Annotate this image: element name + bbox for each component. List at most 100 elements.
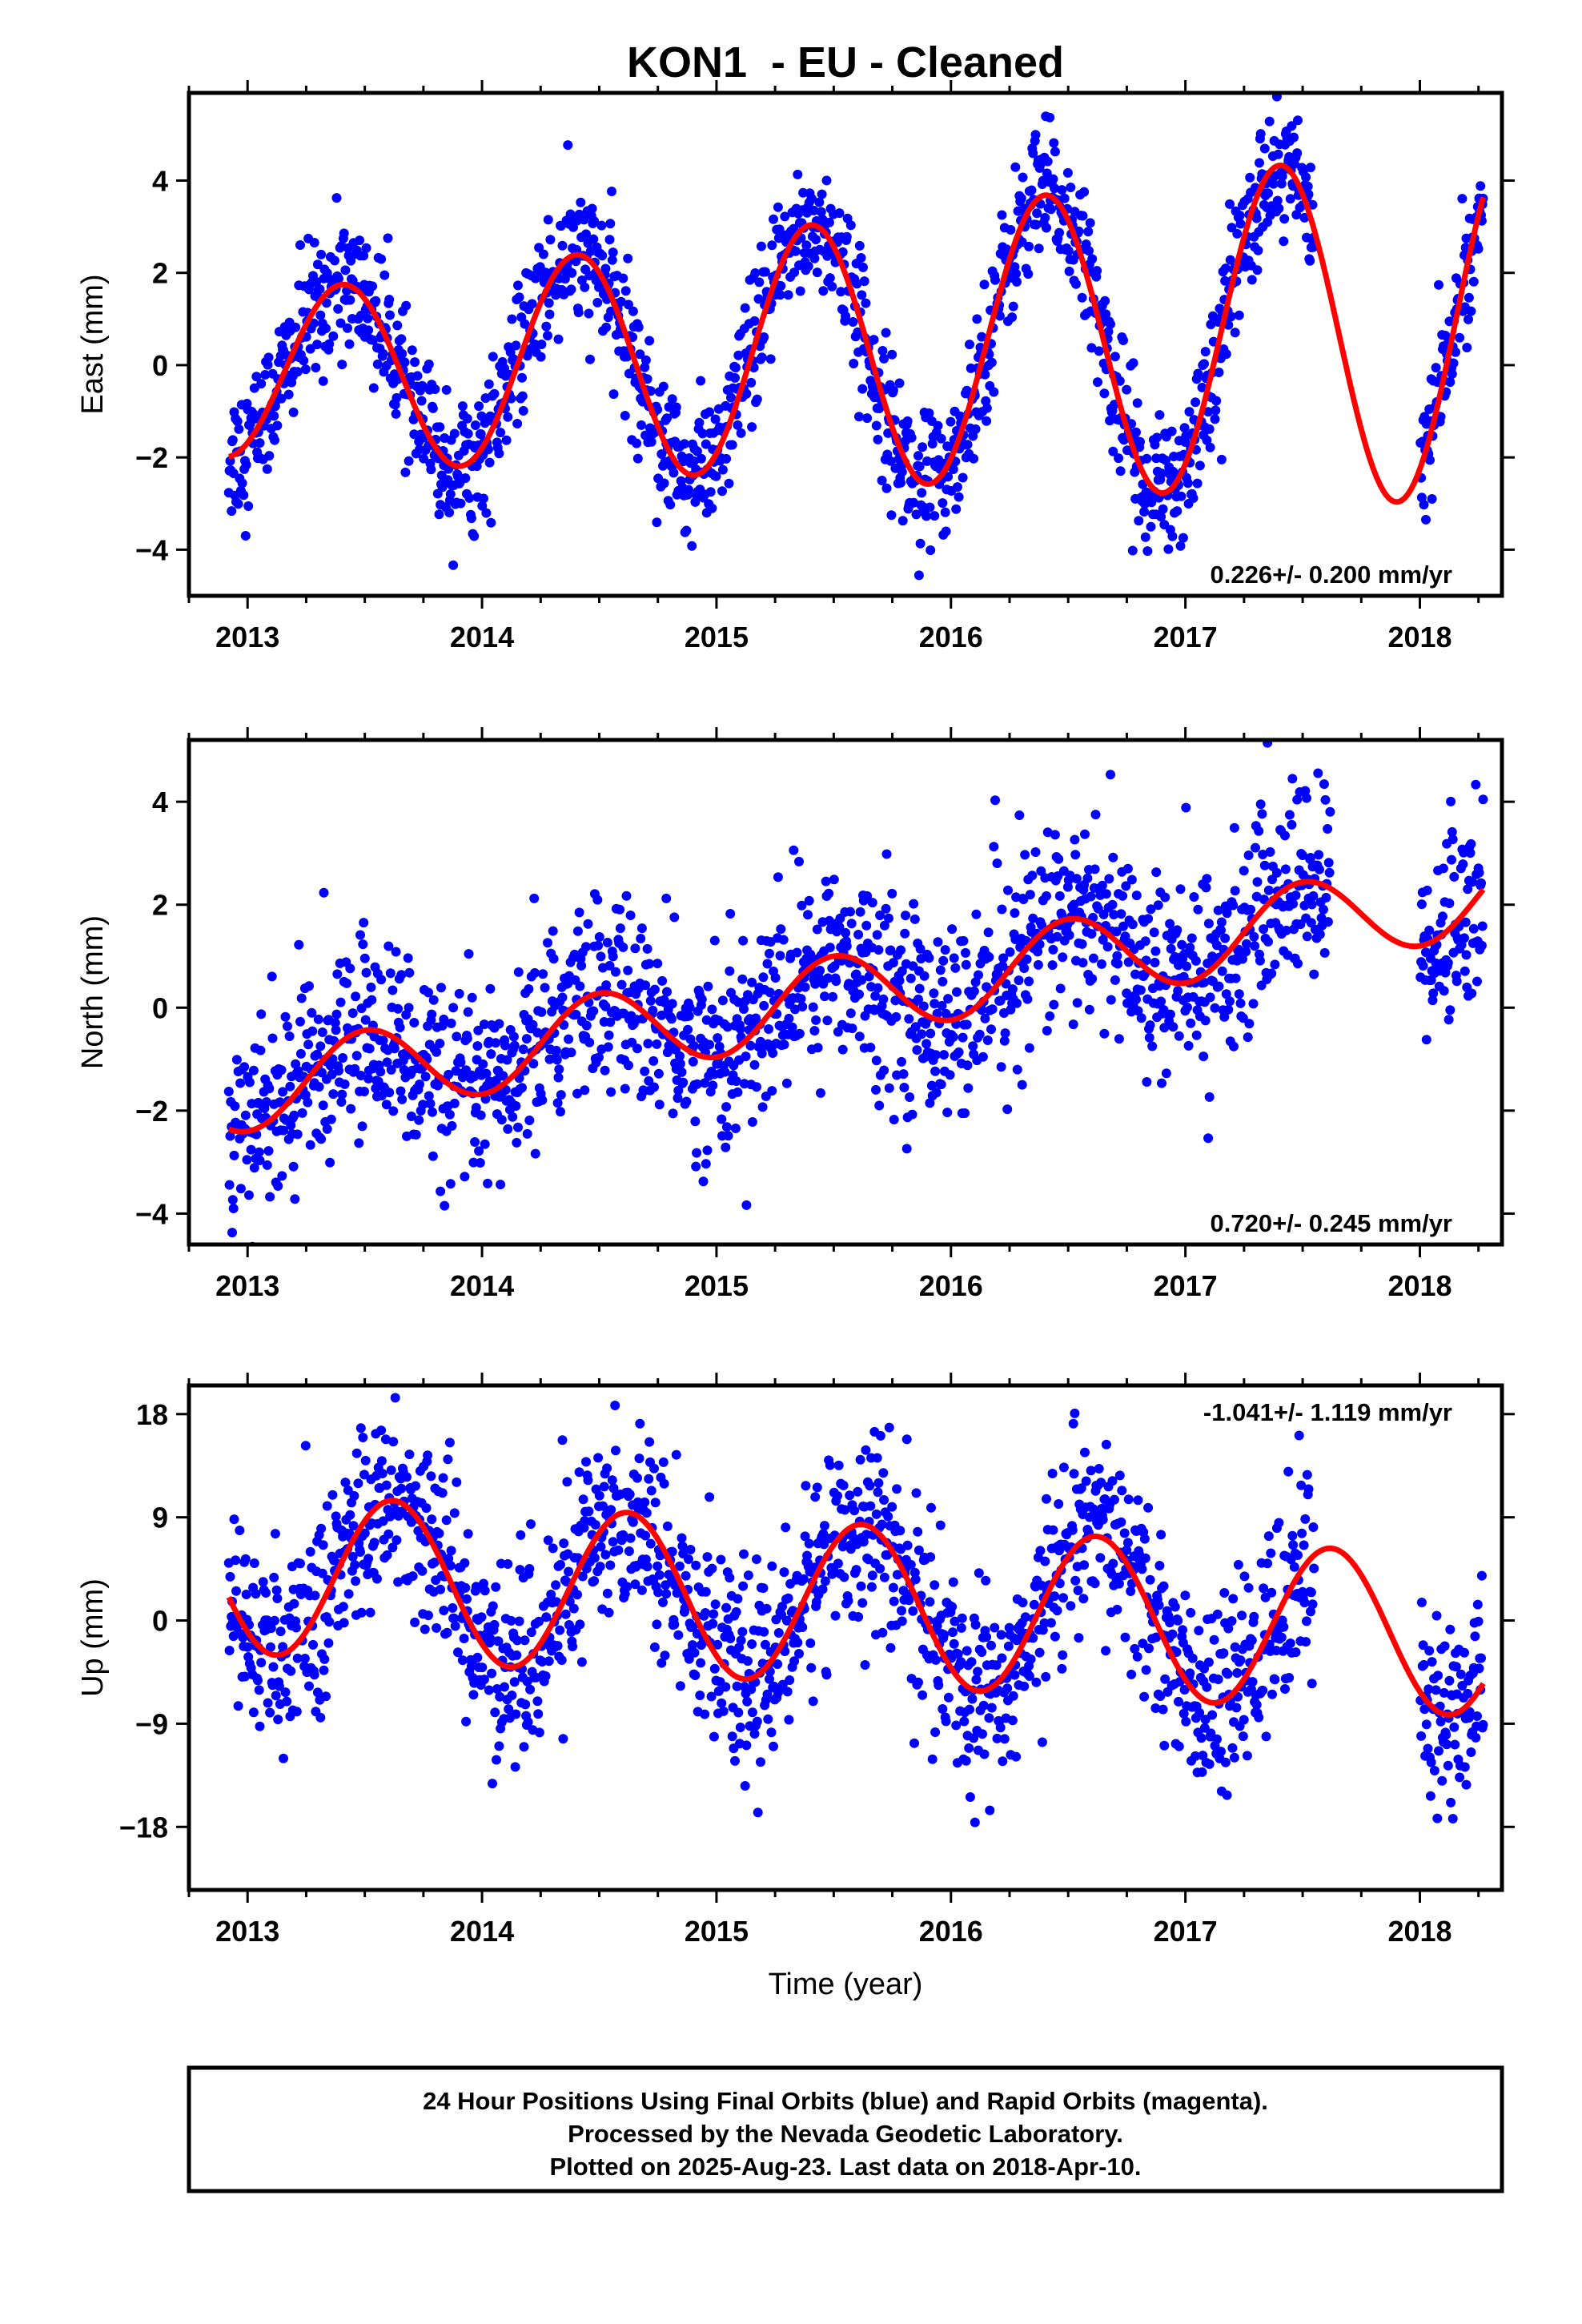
data-point: [444, 1437, 455, 1448]
data-point: [330, 1018, 340, 1028]
data-point: [1134, 516, 1144, 526]
data-point: [473, 1025, 484, 1035]
data-point: [544, 309, 555, 320]
data-point: [866, 1582, 877, 1592]
data-point: [270, 1529, 280, 1539]
data-point: [789, 1656, 800, 1667]
data-point: [363, 1554, 374, 1564]
data-point: [283, 389, 294, 400]
data-point: [251, 1589, 261, 1599]
data-point: [936, 1080, 946, 1090]
data-point: [584, 1037, 595, 1047]
data-point: [1230, 1642, 1240, 1652]
data-point: [958, 472, 968, 483]
data-point: [930, 1727, 941, 1737]
data-point: [1199, 977, 1209, 987]
data-point: [354, 1138, 364, 1148]
data-point: [1223, 1669, 1233, 1679]
data-point: [913, 1677, 923, 1687]
data-point: [749, 1729, 760, 1739]
data-point: [309, 1670, 319, 1680]
data-point: [346, 1104, 356, 1114]
data-point: [861, 298, 871, 308]
data-point: [345, 963, 355, 974]
data-point: [947, 924, 958, 935]
data-point: [1007, 984, 1018, 995]
data-point: [1325, 806, 1335, 817]
data-point: [1214, 981, 1224, 991]
data-point: [462, 1594, 472, 1604]
data-point: [989, 387, 999, 397]
data-point: [517, 391, 528, 401]
data-point: [986, 1640, 996, 1651]
data-point: [359, 1470, 369, 1480]
data-point: [315, 284, 325, 295]
data-point: [270, 1615, 279, 1626]
data-point: [824, 888, 834, 899]
data-point: [376, 1091, 387, 1101]
data-point: [846, 919, 857, 929]
data-point: [479, 1019, 489, 1030]
data-point: [592, 297, 603, 308]
data-point: [710, 414, 721, 424]
data-point: [952, 987, 962, 997]
data-point: [256, 1009, 267, 1019]
data-point: [648, 1055, 659, 1066]
data-point: [1468, 276, 1479, 287]
data-point: [773, 1659, 783, 1669]
data-point: [616, 296, 626, 307]
data-point: [1432, 1813, 1443, 1823]
data-point: [476, 1612, 487, 1622]
data-point: [801, 240, 812, 251]
data-point: [757, 352, 767, 363]
data-point: [562, 1477, 572, 1487]
data-point: [358, 1433, 368, 1442]
data-point: [1279, 236, 1289, 247]
data-point: [242, 1155, 252, 1165]
data-point: [608, 1537, 618, 1547]
data-point: [328, 331, 339, 341]
data-point: [355, 1547, 365, 1557]
data-point: [1166, 943, 1176, 954]
data-point: [853, 327, 863, 337]
data-point: [705, 1039, 715, 1050]
data-point: [239, 1062, 250, 1072]
data-point: [839, 1572, 849, 1582]
data-point: [1107, 1476, 1118, 1486]
data-point: [460, 473, 471, 483]
data-point: [1301, 1637, 1311, 1647]
data-point: [342, 978, 352, 988]
data-point: [1010, 908, 1020, 919]
data-point: [895, 1526, 905, 1536]
data-point: [1292, 794, 1303, 805]
data-point: [644, 1076, 654, 1086]
data-point: [339, 1618, 349, 1628]
data-point: [494, 1741, 504, 1751]
data-point: [930, 1655, 941, 1665]
data-point: [854, 1031, 865, 1042]
data-point: [1073, 1586, 1083, 1595]
data-point: [657, 975, 668, 986]
data-point: [294, 939, 304, 950]
data-point: [623, 965, 633, 975]
data-point: [753, 1807, 763, 1818]
data-point: [1139, 507, 1150, 517]
data-point: [961, 959, 971, 970]
data-point: [574, 1467, 584, 1478]
data-point: [559, 1538, 569, 1549]
data-point: [509, 1677, 520, 1687]
data-point: [1197, 1767, 1207, 1777]
data-point: [316, 1523, 327, 1534]
data-point: [360, 1455, 371, 1466]
data-point: [1238, 1731, 1248, 1742]
data-point: [930, 1050, 941, 1060]
data-point: [649, 1642, 660, 1652]
data-point: [435, 422, 445, 432]
data-point: [969, 1733, 979, 1743]
data-point: [571, 1009, 581, 1019]
data-point: [881, 483, 892, 493]
data-point: [1131, 995, 1141, 1005]
data-point: [1303, 1484, 1314, 1494]
data-point: [901, 1144, 912, 1154]
data-point: [1070, 850, 1081, 860]
